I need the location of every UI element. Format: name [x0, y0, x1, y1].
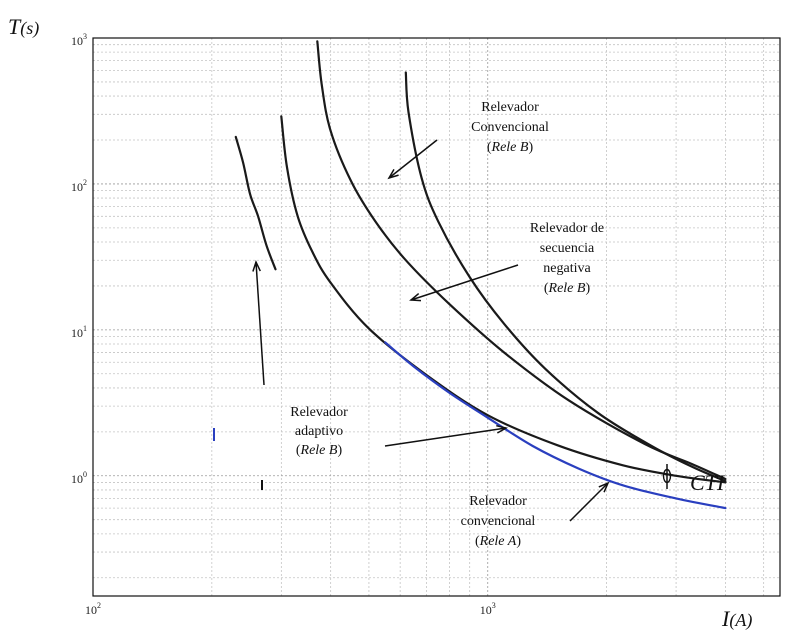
annotation-1-line-2: negativa: [543, 261, 591, 276]
annotation-0-line-1: Convencional: [471, 120, 549, 135]
annotation-3-line-2: (Rele A): [475, 534, 521, 549]
arrowhead-1: [409, 293, 422, 302]
cti-bracket-ellipse: [662, 468, 672, 484]
curve-series-0: [234, 135, 277, 271]
arrow-4: [255, 261, 265, 386]
annotation-3-line-0: Relevador: [469, 494, 527, 509]
x-tick-label: 103: [480, 601, 496, 617]
arrow-0: [388, 139, 438, 179]
annotation-1-line-1: secuencia: [540, 241, 595, 256]
plot-frame: [92, 37, 781, 597]
curve-series-2: [316, 40, 727, 481]
annotation-0: Relevador Convencional (Rele B): [471, 100, 549, 155]
annotation-3: Relevador convencional (Rele A): [461, 494, 536, 549]
annotation-2-line-1: adaptivo: [295, 424, 343, 439]
arrowhead-3: [598, 481, 610, 493]
y-axis-title: T(s): [8, 14, 39, 39]
cti-label: CTI: [690, 470, 726, 495]
annotation-0-line-2: (Rele B): [487, 140, 534, 155]
annotation-2-line-0: Relevador: [290, 405, 348, 420]
arrowhead-4: [252, 259, 261, 272]
y-tick-label: 100: [71, 470, 87, 486]
arrow-2: [384, 427, 507, 447]
y-tick-label: 103: [71, 32, 87, 48]
curve-series-4: [384, 341, 727, 510]
x-axis-title: I(A): [721, 606, 752, 631]
annotation-1-line-0: Relevador de: [530, 221, 604, 236]
annotation-2-line-2: (Rele B): [296, 443, 343, 458]
annotation-3-line-1: convencional: [461, 514, 536, 529]
annotation-1-line-3: (Rele B): [544, 281, 591, 296]
arrowhead-2: [496, 424, 508, 434]
arrowhead-0: [387, 168, 399, 180]
annotation-1: Relevador de secuencia negativa (Rele B): [530, 221, 604, 296]
annotation-2: Relevador adaptivo (Rele B): [290, 405, 348, 458]
axis-ticks: 100 101 102 103 102 103: [71, 32, 496, 617]
arrow-1: [410, 264, 519, 301]
arrow-3: [569, 482, 609, 522]
cti-marker: [662, 464, 672, 489]
y-tick-label: 102: [71, 178, 87, 194]
annotation-arrows: [213, 139, 610, 522]
y-tick-label: 101: [71, 324, 87, 340]
x-tick-label: 102: [85, 601, 101, 617]
annotation-0-line-0: Relevador: [481, 100, 539, 115]
